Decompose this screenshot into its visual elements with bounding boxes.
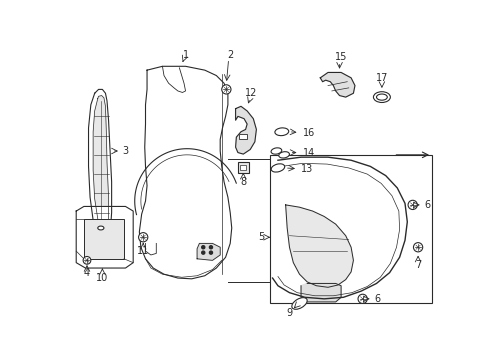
- Text: 15: 15: [334, 52, 346, 62]
- Ellipse shape: [278, 152, 289, 158]
- Polygon shape: [235, 106, 256, 154]
- Text: 6: 6: [373, 294, 380, 304]
- Bar: [270, 155, 431, 303]
- Text: 9: 9: [286, 308, 292, 318]
- Circle shape: [209, 246, 212, 249]
- Bar: [239, 134, 246, 139]
- Text: 3: 3: [122, 146, 128, 156]
- Text: 16: 16: [302, 127, 314, 138]
- Polygon shape: [197, 243, 220, 260]
- Circle shape: [413, 243, 422, 252]
- Circle shape: [202, 246, 204, 249]
- Ellipse shape: [270, 148, 281, 154]
- Bar: [84, 219, 123, 259]
- Polygon shape: [76, 206, 133, 268]
- Ellipse shape: [376, 94, 386, 100]
- Text: 17: 17: [375, 73, 387, 83]
- Circle shape: [83, 256, 91, 264]
- Text: 8: 8: [240, 177, 246, 187]
- Circle shape: [209, 251, 212, 254]
- Ellipse shape: [291, 298, 306, 309]
- Polygon shape: [93, 95, 108, 233]
- Polygon shape: [88, 89, 111, 243]
- Bar: [240, 165, 245, 170]
- Ellipse shape: [274, 128, 288, 136]
- Circle shape: [357, 294, 366, 303]
- Ellipse shape: [373, 92, 389, 103]
- Text: 2: 2: [226, 50, 233, 60]
- Text: 14: 14: [302, 148, 314, 158]
- Ellipse shape: [98, 226, 104, 230]
- Polygon shape: [320, 72, 354, 97]
- Circle shape: [202, 251, 204, 254]
- Text: 5: 5: [257, 232, 264, 242]
- Polygon shape: [285, 205, 353, 287]
- Polygon shape: [301, 283, 341, 302]
- Text: 6: 6: [424, 200, 429, 210]
- Text: 12: 12: [244, 88, 257, 98]
- Text: 4: 4: [84, 268, 90, 278]
- Text: 13: 13: [301, 165, 313, 175]
- Ellipse shape: [271, 164, 284, 172]
- Text: 10: 10: [96, 273, 108, 283]
- Circle shape: [138, 233, 147, 242]
- Text: 7: 7: [414, 260, 420, 270]
- Text: 11: 11: [137, 246, 149, 256]
- Text: 1: 1: [182, 50, 188, 60]
- Bar: [238, 162, 248, 172]
- Polygon shape: [139, 66, 231, 279]
- Circle shape: [221, 85, 230, 94]
- Circle shape: [407, 200, 416, 210]
